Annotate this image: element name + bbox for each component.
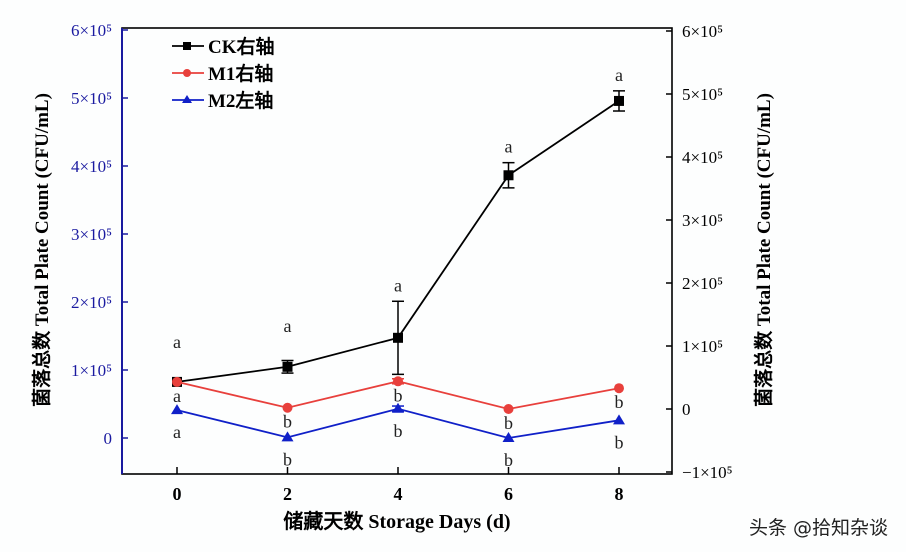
data-point bbox=[281, 431, 294, 442]
significance-letter: a bbox=[615, 65, 623, 85]
left-tick-label: 1×10⁵ bbox=[71, 361, 112, 380]
significance-letter: a bbox=[284, 316, 292, 336]
legend-marker bbox=[183, 69, 191, 77]
legend-marker bbox=[183, 42, 191, 50]
x-axis-label: 储藏天数 Storage Days (d) bbox=[283, 509, 510, 533]
right-tick-label: −1×10⁵ bbox=[682, 463, 733, 482]
significance-letter: a bbox=[505, 137, 513, 157]
left-tick-label: 5×10⁵ bbox=[71, 89, 112, 108]
left-tick-label: 0 bbox=[104, 429, 113, 448]
left-tick-label: 4×10⁵ bbox=[71, 157, 112, 176]
x-tick-label: 8 bbox=[615, 484, 624, 504]
x-tick-label: 6 bbox=[504, 484, 513, 504]
data-point bbox=[614, 95, 624, 106]
data-point bbox=[503, 404, 514, 414]
significance-letter: a bbox=[394, 275, 402, 295]
data-point bbox=[393, 332, 403, 343]
data-point bbox=[393, 376, 403, 387]
significance-letter: a bbox=[173, 386, 181, 406]
significance-letter: b bbox=[615, 392, 624, 412]
left-tick-label: 3×10⁵ bbox=[71, 225, 112, 244]
legend-marker bbox=[182, 95, 192, 103]
left-tick-label: 2×10⁵ bbox=[71, 293, 112, 312]
data-point bbox=[503, 170, 514, 181]
legend-label: M2左轴 bbox=[208, 89, 273, 112]
legend-label: CK右轴 bbox=[208, 35, 275, 58]
right-axis-label: 菌落总数 Total Plate Count (CFU/mL) bbox=[752, 93, 775, 407]
right-tick-label: 2×10⁵ bbox=[682, 274, 723, 293]
significance-letter: b bbox=[504, 413, 513, 433]
data-point bbox=[392, 402, 404, 413]
data-point bbox=[172, 376, 182, 387]
right-tick-label: 6×10⁵ bbox=[682, 22, 723, 41]
significance-letter: b bbox=[283, 412, 292, 432]
left-axis-label: 菌落总数 Total Plate Count (CFU/mL) bbox=[30, 93, 53, 407]
significance-letter: b bbox=[615, 432, 624, 452]
right-tick-label: 1×10⁵ bbox=[682, 337, 723, 356]
data-point bbox=[282, 402, 293, 413]
significance-letter: a bbox=[173, 422, 181, 442]
data-point bbox=[613, 414, 625, 425]
data-point bbox=[614, 383, 624, 394]
x-tick-label: 4 bbox=[394, 484, 403, 504]
data-point bbox=[171, 404, 183, 415]
significance-letter: a bbox=[173, 332, 181, 352]
significance-letter: b bbox=[504, 450, 513, 470]
significance-letter: b bbox=[283, 449, 292, 469]
right-tick-label: 3×10⁵ bbox=[682, 211, 723, 230]
right-tick-label: 4×10⁵ bbox=[682, 148, 723, 167]
x-tick-label: 2 bbox=[283, 484, 292, 504]
right-tick-label: 0 bbox=[682, 400, 691, 419]
left-tick-label: 6×10⁵ bbox=[71, 21, 112, 40]
significance-letter: b bbox=[394, 385, 403, 405]
right-tick-label: 5×10⁵ bbox=[682, 85, 723, 104]
watermark: 头条 @拾知杂谈 bbox=[748, 517, 888, 539]
data-point bbox=[502, 432, 515, 442]
x-tick-label: 0 bbox=[173, 484, 182, 504]
legend-label: M1右轴 bbox=[208, 62, 273, 85]
data-point bbox=[282, 361, 293, 372]
significance-letter: b bbox=[394, 421, 403, 441]
